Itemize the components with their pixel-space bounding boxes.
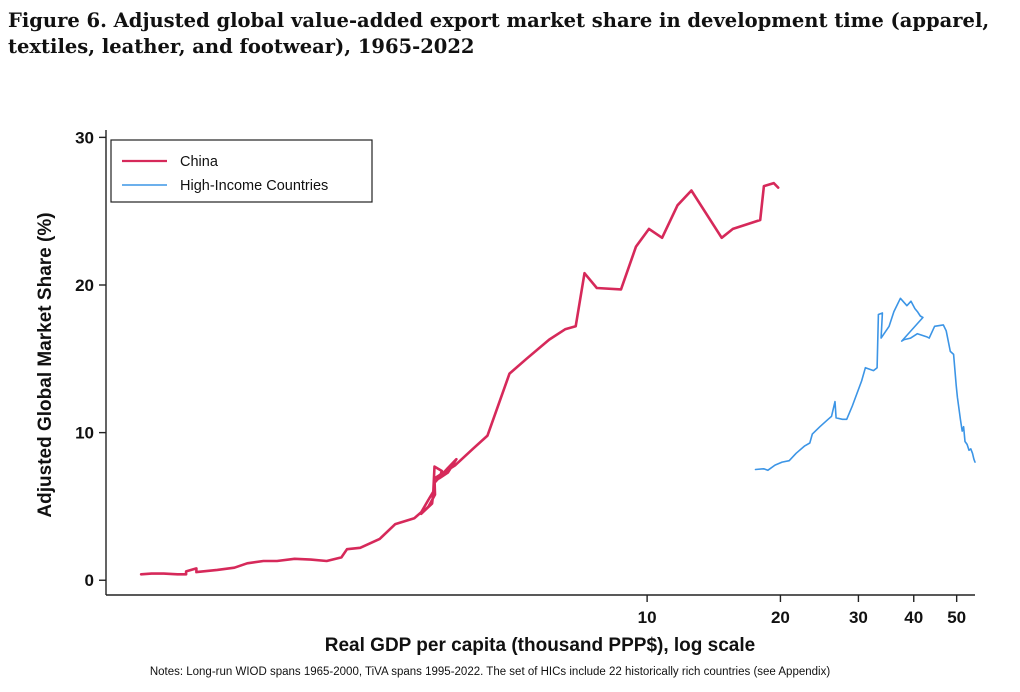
x-axis-label: Real GDP per capita (thousand PPP$), log… [325,635,755,656]
x-tick-label-40: 40 [904,608,923,627]
x-tick-label-20: 20 [771,608,790,627]
legend: China High-Income Countries [110,139,373,203]
y-tick-label-10: 10 [75,424,94,443]
series-line-china [139,181,780,576]
legend-box [110,139,373,203]
y-tick-label-0: 0 [85,571,94,590]
x-ticks: 10 20 30 40 50 [638,595,966,627]
y-axis-label: Adjusted Global Market Share (%) [35,212,56,517]
x-tick-label-30: 30 [849,608,868,627]
x-tick-label-10: 10 [638,608,657,627]
x-tick-label-50: 50 [947,608,966,627]
figure-note: Notes: Long-run WIOD spans 1965-2000, Ti… [150,666,831,678]
series-line-high-income-countries [754,297,976,472]
figure-title: Figure 6. Adjusted global value-added ex… [8,9,990,58]
legend-label-high-income: High-Income Countries [180,178,328,194]
y-tick-label-20: 20 [75,276,94,295]
y-tick-label-30: 30 [75,128,94,147]
series-layer [139,181,976,576]
chart-axes [105,130,975,596]
legend-label-china: China [180,154,219,170]
y-ticks: 0 10 20 30 [75,128,106,590]
